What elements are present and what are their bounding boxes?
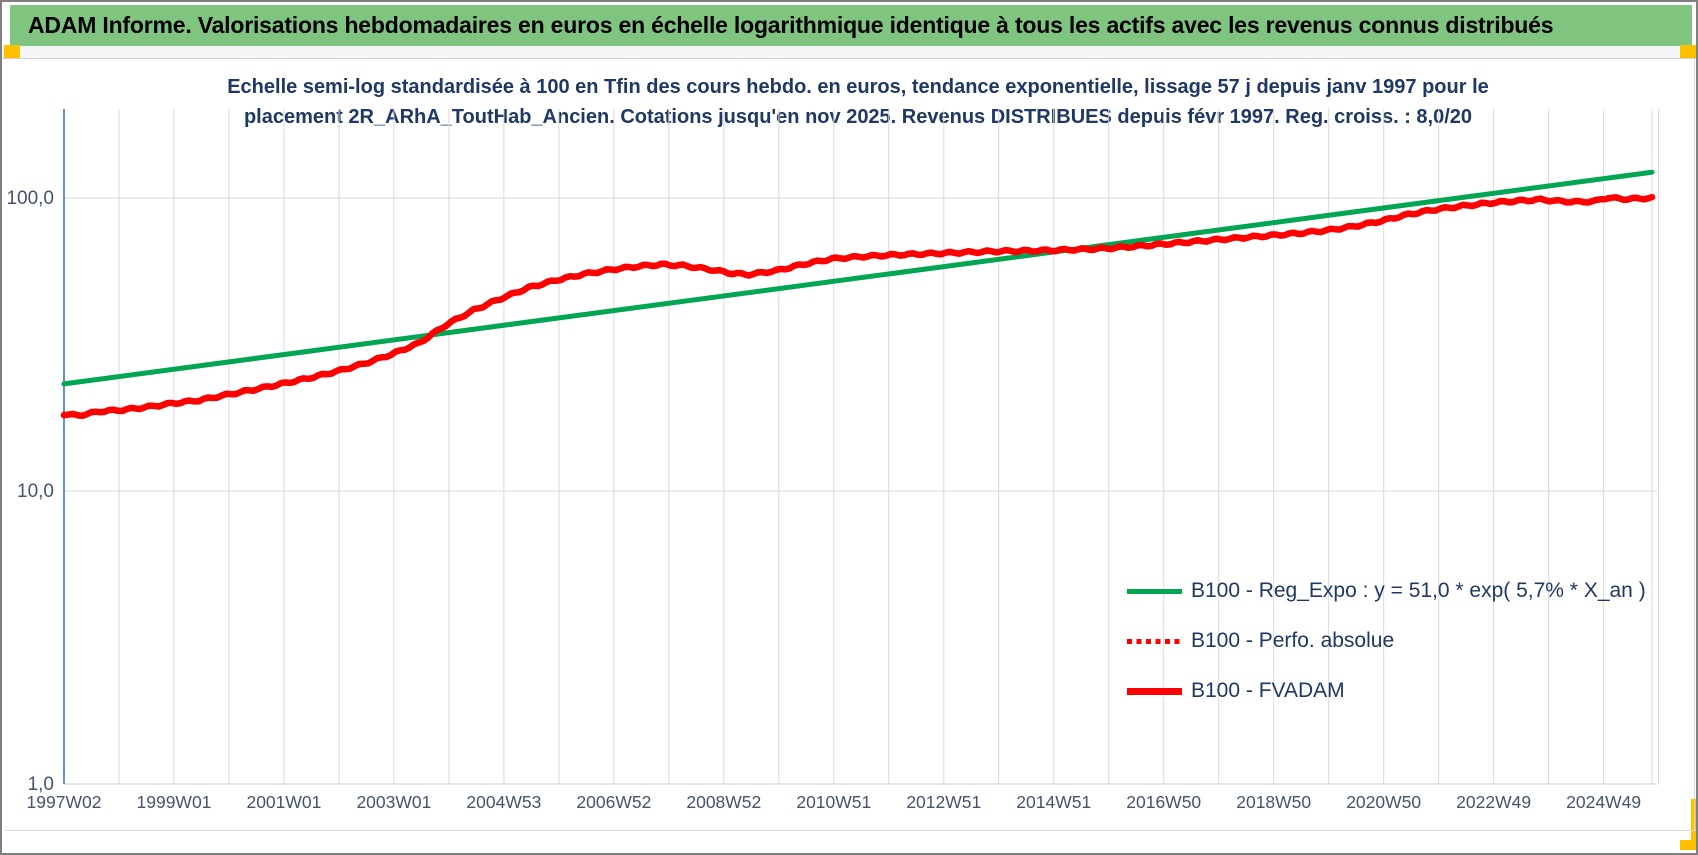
selection-handle-right[interactable]: [1680, 45, 1696, 58]
chart-area-bottom-border: [5, 830, 1696, 831]
x-tick-label: 2010W51: [796, 792, 871, 812]
legend-item-perfo-absolue[interactable]: B100 - Perfo. absolue: [1127, 616, 1646, 666]
y-tick-label: 100,0: [6, 188, 54, 209]
x-tick-label: 2006W52: [576, 792, 651, 812]
red-line-swatch-icon: [1127, 687, 1182, 695]
x-tick-label: 1997W02: [27, 792, 102, 812]
series-line-regression-green: [61, 169, 1655, 387]
chart-subtitle: Echelle semi-log standardisée à 100 en T…: [64, 72, 1652, 132]
legend-label: B100 - Perfo. absolue: [1191, 629, 1395, 652]
x-tick-label: 2008W52: [686, 792, 761, 812]
x-tick-label: 2022W49: [1456, 792, 1531, 812]
chart-area-right-border: [1694, 59, 1695, 830]
y-tick-label: 10,0: [17, 481, 54, 502]
series-line-fvadam-red: [60, 193, 1656, 420]
x-tick-label: 2004W53: [466, 792, 541, 812]
legend-label: B100 - Reg_Expo : y = 51,0 * exp( 5,7% *…: [1191, 579, 1646, 602]
legend-label: B100 - FVADAM: [1191, 679, 1345, 702]
x-tick-label: 2016W50: [1126, 792, 1201, 812]
legend-item-regression[interactable]: B100 - Reg_Expo : y = 51,0 * exp( 5,7% *…: [1127, 566, 1646, 616]
x-tick-label: 2014W51: [1016, 792, 1091, 812]
x-tick-label: 2012W51: [906, 792, 981, 812]
header-divider-band: [2, 46, 1696, 59]
x-tick-label: 2001W01: [246, 792, 321, 812]
x-tick-label: 2020W50: [1346, 792, 1421, 812]
x-tick-label: 2018W50: [1236, 792, 1311, 812]
selection-handle-corner-horizontal[interactable]: [1680, 840, 1696, 850]
selection-handle-left[interactable]: [4, 45, 20, 58]
chart-subtitle-line2: placement 2R_ARhA_ToutHab_Ancien. Cotati…: [243, 106, 1473, 128]
red-dotted-swatch-icon: [1127, 638, 1182, 644]
x-tick-label: 2003W01: [356, 792, 431, 812]
chart-title-banner: ADAM Informe. Valorisations hebdomadaire…: [10, 5, 1692, 46]
page-title: ADAM Informe. Valorisations hebdomadaire…: [28, 12, 1554, 38]
green-line-swatch-icon: [1127, 588, 1182, 594]
chart-subtitle-line1: Echelle semi-log standardisée à 100 en T…: [227, 76, 1489, 98]
y-tick-label: 1,0: [28, 774, 54, 795]
selection-handle-corner-vertical[interactable]: [1691, 799, 1696, 850]
legend-item-fvadam[interactable]: B100 - FVADAM: [1127, 666, 1646, 716]
series-line-perfo-absolue-dotted: [61, 195, 1655, 418]
x-tick-label: 1999W01: [137, 792, 212, 812]
chart-legend: B100 - Reg_Expo : y = 51,0 * exp( 5,7% *…: [1127, 566, 1646, 716]
x-tick-label: 2024W49: [1566, 792, 1641, 812]
